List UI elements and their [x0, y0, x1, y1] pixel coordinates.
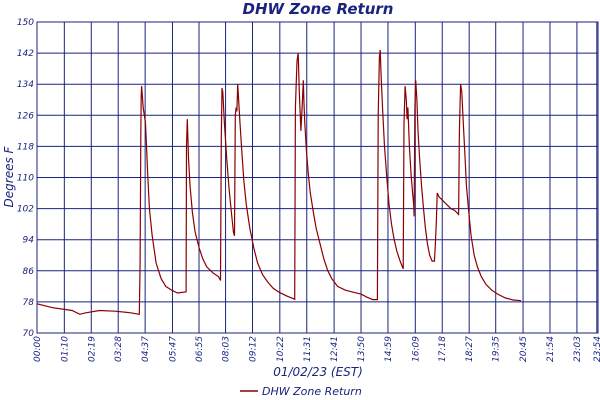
legend: DHW Zone Return	[240, 385, 362, 398]
x-tick-label: 08:03	[222, 336, 232, 362]
x-tick-label: 13:50	[357, 336, 367, 362]
x-tick-label: 03:28	[114, 336, 124, 362]
x-axis-ticks: 00:00 01:10 02:19 03:28 04:37 05:47 06:55 08:03…	[33, 336, 600, 362]
legend-entry: DHW Zone Return	[262, 385, 362, 398]
x-tick-label: 00:00	[33, 336, 43, 362]
y-tick-label: 110	[17, 174, 34, 184]
y-tick-label: 118	[17, 142, 34, 152]
x-tick-label: 04:37	[141, 336, 151, 362]
y-tick-label: 102	[17, 205, 34, 215]
y-tick-label: 94	[23, 236, 35, 246]
y-tick-label: 134	[17, 80, 34, 90]
x-tick-label: 17:18	[438, 336, 448, 362]
x-tick-label: 10:22	[276, 336, 286, 362]
x-axis-label: 01/02/23 (EST)	[273, 365, 363, 379]
y-tick-label: 86	[23, 267, 35, 277]
x-tick-label: 09:12	[248, 336, 258, 362]
x-tick-label: 05:47	[168, 336, 178, 362]
y-tick-label: 150	[17, 18, 34, 28]
x-tick-label: 23:03	[573, 336, 583, 362]
series-line-dhw-zone-return	[36, 49, 522, 316]
chart-grid	[36, 21, 599, 334]
x-tick-label: 11:31	[303, 336, 313, 362]
x-tick-label: 01:10	[60, 336, 70, 362]
x-tick-label: 23:54	[593, 336, 600, 362]
x-tick-label: 19:35	[492, 336, 502, 362]
x-tick-label: 02:19	[87, 336, 97, 362]
y-tick-label: 142	[17, 49, 34, 59]
y-axis-ticks: 70 78 86 94 102 110 118 126 134 142 150	[17, 18, 34, 339]
x-tick-label: 16:09	[411, 336, 421, 362]
y-tick-label: 70	[23, 329, 35, 339]
x-tick-label: 12:41	[330, 336, 340, 362]
y-tick-label: 78	[23, 298, 35, 308]
x-tick-label: 14:59	[384, 336, 394, 362]
x-tick-label: 06:55	[195, 336, 205, 362]
x-tick-label: 20:45	[519, 336, 529, 362]
x-tick-label: 18:27	[465, 336, 475, 362]
y-tick-label: 126	[17, 111, 34, 121]
x-tick-label: 21:54	[546, 336, 556, 362]
y-axis-label: Degrees F	[2, 145, 16, 207]
chart-title: DHW Zone Return	[243, 0, 394, 18]
